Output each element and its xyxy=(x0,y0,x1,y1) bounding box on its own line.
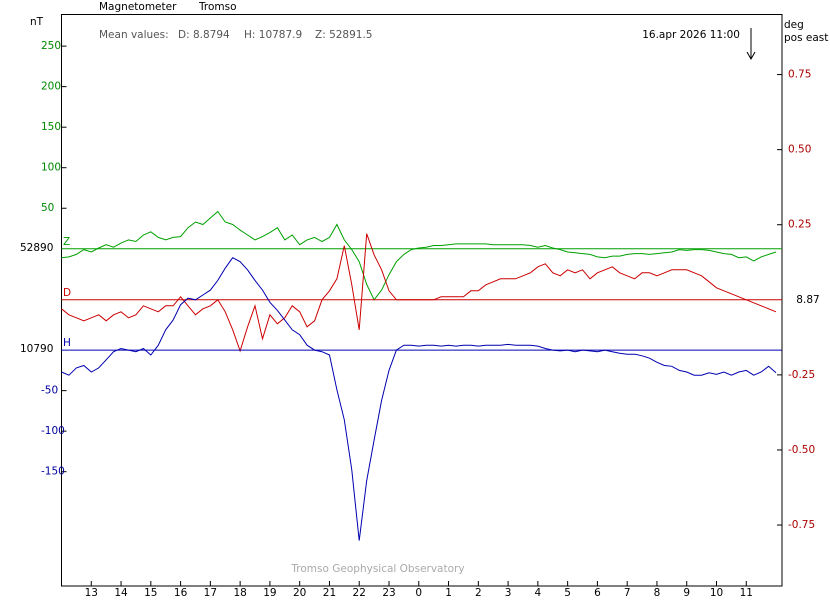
mean-value: D: 8.8794 xyxy=(178,29,230,41)
trace xyxy=(61,210,777,301)
x-tick-label: 22 xyxy=(353,587,366,599)
y2-tick-label: -0.75 xyxy=(788,519,815,531)
y2-tick-label: 0.25 xyxy=(788,219,811,231)
y-tick-label: 250 xyxy=(41,40,61,52)
timestamp: 16.apr 2026 11:00 xyxy=(642,29,740,41)
trace xyxy=(61,257,777,541)
x-tick-label: 3 xyxy=(505,587,512,599)
arrow-head xyxy=(746,51,756,61)
y-tick-label: -150 xyxy=(41,466,65,478)
time-arrow xyxy=(746,28,756,61)
y-tick-label: 100 xyxy=(41,162,61,174)
footer: Tromso Geophysical Observatory xyxy=(290,563,464,575)
y2-tick-label: 0.75 xyxy=(788,69,811,81)
x-tick-label: 4 xyxy=(535,587,542,599)
y2-tick-label: 0.50 xyxy=(788,144,811,156)
baseline-label: 10790 xyxy=(20,343,53,355)
x-tick-label: 8 xyxy=(654,587,661,599)
series-name: H xyxy=(63,337,71,349)
x-tick-label: 10 xyxy=(710,587,723,599)
x-tick-label: 1 xyxy=(445,587,452,599)
x-tick-label: 0 xyxy=(415,587,422,599)
baseline-label: 52890 xyxy=(20,242,53,254)
mean-value: Z: 52891.5 xyxy=(315,29,373,41)
x-tick-label: 20 xyxy=(293,587,306,599)
y-tick-label: 50 xyxy=(41,202,54,214)
mean-values-label: Mean values: xyxy=(99,29,169,41)
x-tick-label: 9 xyxy=(683,587,690,599)
x-tick-label: 13 xyxy=(85,587,98,599)
x-tick-label: 17 xyxy=(204,587,217,599)
y2-tick-label: -0.50 xyxy=(788,444,815,456)
y2-tick-label: -0.25 xyxy=(788,369,815,381)
x-tick-label: 5 xyxy=(564,587,571,599)
x-tick-label: 7 xyxy=(624,587,631,599)
x-tick-label: 23 xyxy=(382,587,395,599)
x-tick-label: 16 xyxy=(174,587,188,599)
series-name: Z xyxy=(63,236,70,248)
x-tick-label: 21 xyxy=(323,587,336,599)
station-name: Tromso xyxy=(198,1,237,13)
baseline-label: 8.87 xyxy=(796,294,819,306)
y2-axis-label: pos east xyxy=(784,32,828,44)
x-tick-label: 15 xyxy=(144,587,157,599)
x-tick-label: 6 xyxy=(594,587,601,599)
series-name: D xyxy=(63,287,71,299)
x-tick-label: 2 xyxy=(475,587,482,599)
y-axis-label: nT xyxy=(30,16,44,28)
y2-axis-label: deg xyxy=(784,19,804,31)
y-tick-label: 150 xyxy=(41,121,61,133)
mean-value: H: 10787.9 xyxy=(244,29,302,41)
x-tick-label: 18 xyxy=(233,587,246,599)
x-tick-label: 14 xyxy=(114,587,128,599)
x-tick-label: 19 xyxy=(263,587,276,599)
trace xyxy=(61,233,777,353)
y-tick-label: -50 xyxy=(41,385,58,397)
chart-title: Magnetometer xyxy=(99,1,177,13)
y-tick-label: -100 xyxy=(41,425,65,437)
y-tick-label: 200 xyxy=(41,81,61,93)
x-tick-label: 11 xyxy=(740,587,753,599)
